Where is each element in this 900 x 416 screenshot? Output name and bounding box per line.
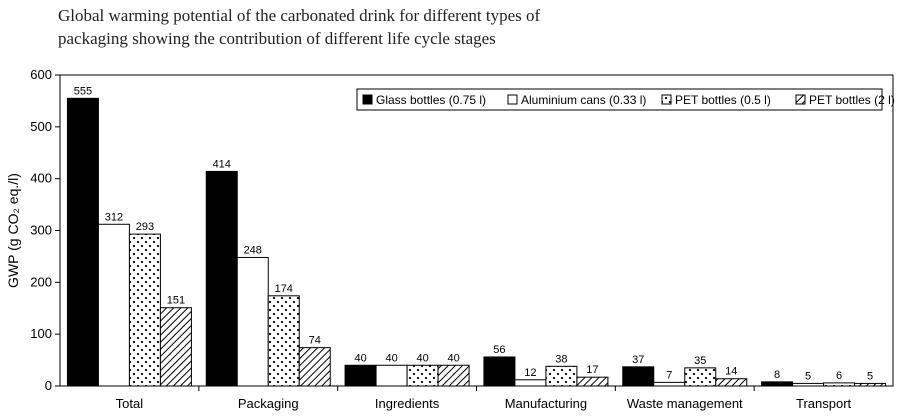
bar [66, 97, 99, 387]
y-axis-label: GWP (g CO₂ eq./l) [5, 173, 21, 288]
bar [715, 378, 748, 387]
data-label: 312 [105, 211, 123, 223]
legend-entry: PET bottles (2 l) [809, 93, 895, 107]
data-label: 40 [416, 352, 428, 364]
data-label: 56 [493, 344, 505, 356]
data-label: 5 [805, 370, 811, 382]
legend-entry: PET bottles (0.5 l) [675, 93, 771, 107]
legend-swatch [661, 94, 672, 105]
data-label: 12 [524, 367, 536, 379]
data-label: 74 [309, 335, 321, 347]
data-label: 174 [275, 283, 293, 295]
x-category-label: Transport [796, 396, 852, 411]
legend-swatch [507, 94, 518, 105]
bar [622, 366, 655, 387]
chart-title-line-1: Global warming potential of the carbonat… [58, 6, 541, 25]
data-label: 14 [725, 366, 737, 378]
legend: Glass bottles (0.75 l) Aluminium cans (0.… [356, 88, 895, 111]
data-label: 17 [586, 364, 598, 376]
bar [823, 382, 856, 387]
bar [653, 381, 686, 387]
data-label: 293 [136, 221, 154, 233]
data-label: 151 [167, 295, 185, 307]
data-label: 37 [632, 354, 644, 366]
bar [344, 364, 377, 387]
data-label: 35 [694, 355, 706, 367]
y-tick-label: 100 [30, 326, 52, 341]
bar [267, 295, 300, 387]
chart-title-line-2: packaging showing the contribution of di… [58, 29, 496, 48]
y-tick-label: 400 [30, 171, 52, 186]
data-label: 5 [867, 370, 873, 382]
bar [761, 381, 794, 387]
data-label: 40 [385, 352, 397, 364]
chart-title: Global warming potential of the carbonat… [58, 4, 758, 50]
data-label: 555 [74, 85, 92, 97]
bar [128, 233, 161, 387]
data-label: 38 [555, 353, 567, 365]
bar [854, 382, 887, 387]
data-label: 6 [836, 370, 842, 382]
data-label: 8 [774, 369, 780, 381]
data-label: 414 [213, 158, 231, 170]
bar [684, 367, 717, 387]
bar [576, 376, 609, 387]
bar [236, 256, 269, 387]
bar [375, 364, 408, 387]
legend-entry: Glass bottles (0.75 l) [376, 93, 486, 107]
y-tick-label: 300 [30, 223, 52, 238]
x-category-label: Packaging [238, 396, 299, 411]
legend-swatch [362, 94, 373, 105]
plot-area: 0 100 200 300 400 500 600 GWP (g CO₂ eq./l) Tota… [5, 67, 894, 411]
legend-entry: Aluminium cans (0.33 l) [521, 93, 646, 107]
bar [97, 223, 130, 387]
data-label: 40 [447, 352, 459, 364]
y-tick-label: 0 [45, 378, 52, 393]
x-category-label: Waste management [627, 396, 743, 411]
y-tick-label: 200 [30, 274, 52, 289]
bar [205, 170, 238, 387]
bar [406, 364, 439, 387]
bar [483, 356, 516, 387]
bar [298, 347, 331, 387]
bar [514, 379, 547, 387]
x-category-label: Ingredients [375, 396, 440, 411]
y-tick-label: 600 [30, 67, 52, 82]
legend-box [356, 88, 883, 111]
data-label: 40 [354, 352, 366, 364]
x-category-label: Total [116, 396, 144, 411]
data-label: 248 [244, 244, 262, 256]
bar [545, 365, 578, 387]
y-tick-label: 500 [30, 119, 52, 134]
data-label: 7 [666, 369, 672, 381]
bar [437, 364, 470, 387]
bar [792, 382, 825, 387]
legend-swatch [795, 94, 806, 105]
x-category-label: Manufacturing [505, 396, 587, 411]
bar [159, 307, 192, 387]
